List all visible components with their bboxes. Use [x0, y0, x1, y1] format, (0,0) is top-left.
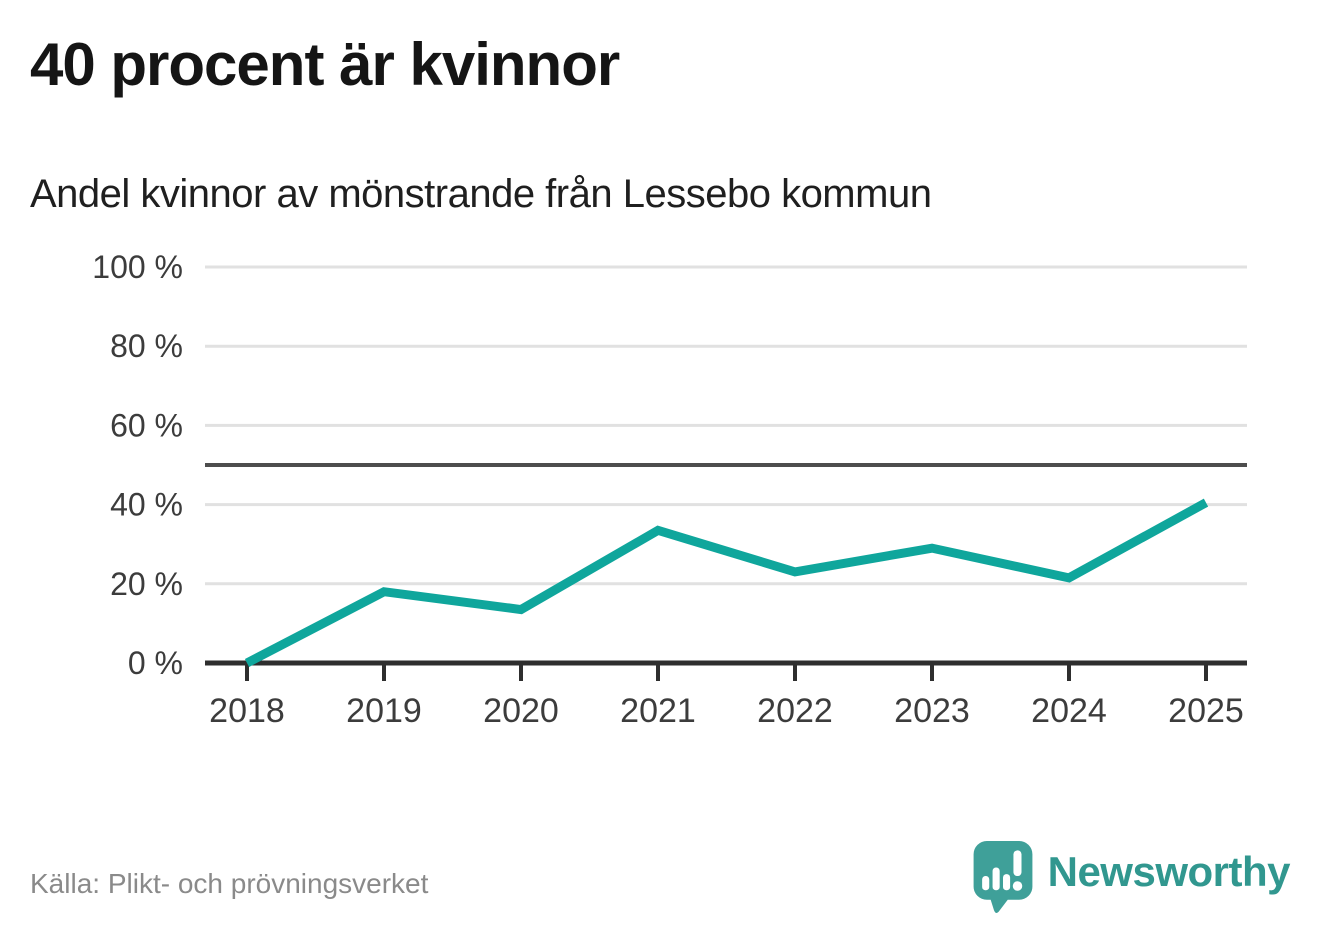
chart-title: 40 procent är kvinnor [30, 31, 620, 98]
x-tick-label: 2018 [209, 692, 285, 730]
y-tick-label: 80 % [110, 328, 183, 364]
x-tick-label: 2023 [894, 692, 970, 730]
y-tick-label: 40 % [110, 487, 183, 523]
x-tick-label: 2025 [1168, 692, 1244, 730]
x-tick-label: 2021 [620, 692, 696, 730]
data-line [244, 498, 1209, 667]
x-tick-label: 2024 [1031, 692, 1107, 730]
newsworthy-logo-icon [972, 840, 1034, 914]
x-tick-label: 2019 [346, 692, 422, 730]
chart-subtitle: Andel kvinnor av mönstrande från Lessebo… [30, 172, 932, 216]
x-tick-label: 2020 [483, 692, 559, 730]
x-tick-label: 2022 [757, 692, 833, 730]
source-note: Källa: Plikt- och prövningsverket [30, 868, 429, 899]
y-tick-label: 20 % [110, 566, 183, 602]
brand-name: Newsworthy [1047, 848, 1291, 895]
y-tick-label: 0 % [128, 645, 183, 681]
y-tick-label: 60 % [110, 407, 183, 443]
y-tick-label: 100 % [92, 249, 183, 285]
brand-logo: Newsworthy [972, 840, 1291, 914]
